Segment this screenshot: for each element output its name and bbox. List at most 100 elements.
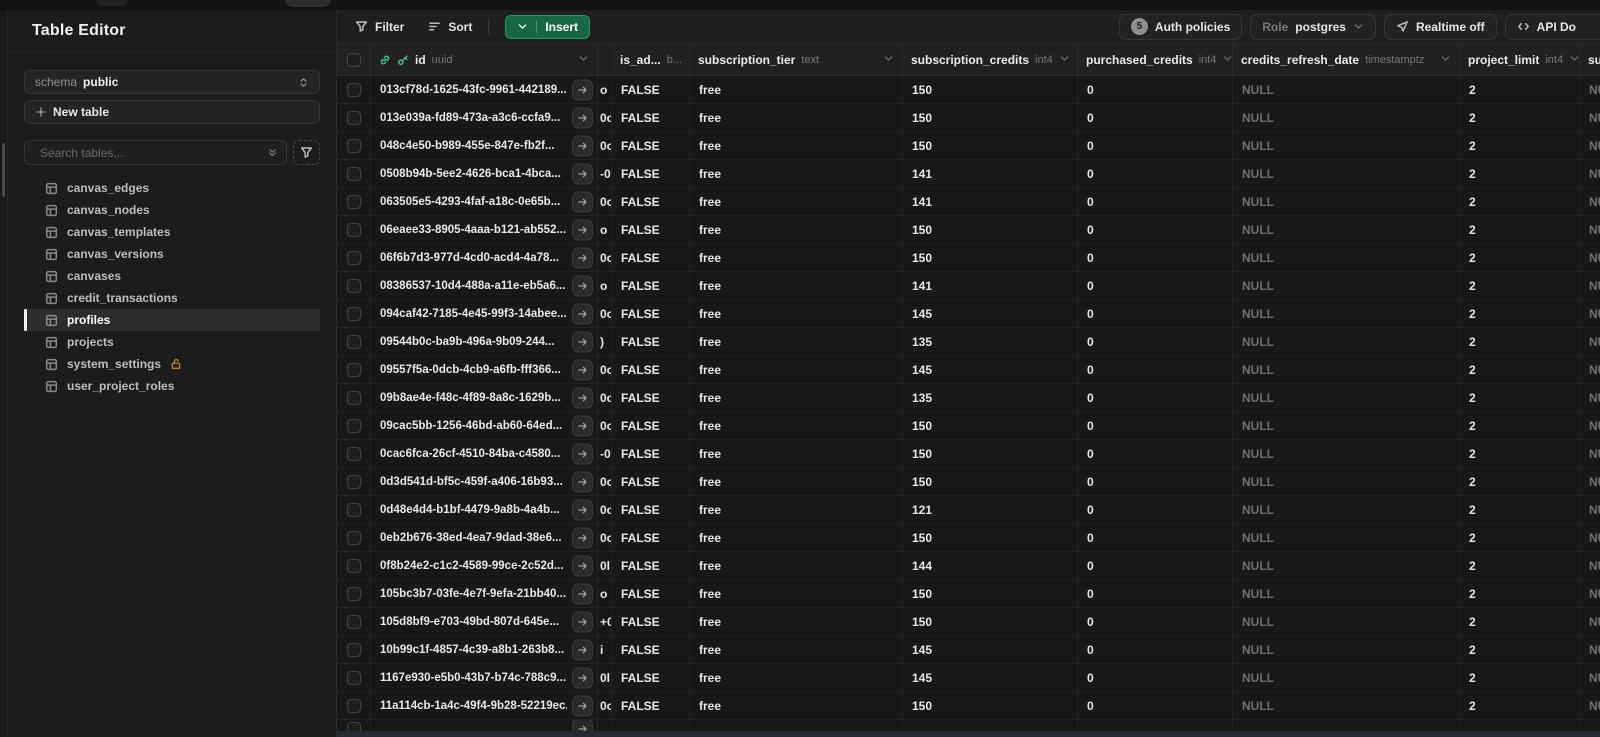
cell-select[interactable] <box>337 692 371 719</box>
cell-overflow-column[interactable]: NULL <box>1580 76 1600 103</box>
header-select-all-cell[interactable] <box>337 44 371 75</box>
row-checkbox[interactable] <box>346 698 361 713</box>
row-checkbox[interactable] <box>346 502 361 517</box>
cell-select[interactable] <box>337 664 371 691</box>
cell-subscription-credits[interactable]: 150 <box>903 468 1078 495</box>
cell-truncated-column[interactable]: 0c <box>598 524 612 551</box>
cell-overflow-column[interactable]: NULL <box>1580 552 1600 579</box>
expand-row-button[interactable] <box>572 303 593 324</box>
cell-truncated-column[interactable]: o <box>598 272 612 299</box>
cell-project-limit[interactable]: 2 <box>1460 608 1580 635</box>
cell-project-limit[interactable]: 2 <box>1460 412 1580 439</box>
column-header-id[interactable]: id uuid <box>371 44 598 75</box>
cell-select[interactable] <box>337 132 371 159</box>
cell-subscription-tier[interactable]: free <box>690 300 903 327</box>
sort-button[interactable]: Sort <box>428 20 472 34</box>
cell-subscription-tier[interactable]: free <box>690 636 903 663</box>
cell-truncated-column[interactable]: 0c <box>598 244 612 271</box>
cell-subscription-tier[interactable]: free <box>690 496 903 523</box>
expand-row-button[interactable] <box>572 415 593 436</box>
expand-row-button[interactable] <box>572 611 593 632</box>
cell-credits-refresh-date[interactable]: NULL <box>1233 440 1460 467</box>
cell-credits-refresh-date[interactable]: NULL <box>1233 160 1460 187</box>
schema-select[interactable]: schema public <box>24 70 320 94</box>
cell-credits-refresh-date[interactable]: NULL <box>1233 468 1460 495</box>
cell-subscription-credits[interactable]: 150 <box>903 412 1078 439</box>
cell-overflow-column[interactable]: NULL <box>1580 384 1600 411</box>
insert-button[interactable]: Insert <box>505 14 591 39</box>
cell-subscription-credits[interactable]: 145 <box>903 664 1078 691</box>
cell-is-admin[interactable]: FALSE <box>612 692 690 719</box>
cell-select[interactable] <box>337 300 371 327</box>
cell-credits-refresh-date[interactable]: NULL <box>1233 76 1460 103</box>
cell-project-limit[interactable]: 2 <box>1460 160 1580 187</box>
cell-purchased-credits[interactable]: 0 <box>1078 160 1233 187</box>
column-header-subscription_tier[interactable]: subscription_tier text <box>690 44 903 75</box>
cell-truncated-column[interactable]: 0c <box>598 104 612 131</box>
expand-row-button[interactable] <box>572 583 593 604</box>
cell-subscription-tier[interactable]: free <box>690 132 903 159</box>
cell-is-admin[interactable]: FALSE <box>612 244 690 271</box>
row-checkbox[interactable] <box>346 138 361 153</box>
expand-row-button[interactable] <box>572 107 593 128</box>
cell-credits-refresh-date[interactable]: NULL <box>1233 524 1460 551</box>
cell-id[interactable]: 013e039a-fd89-473a-a3c6-ccfa9... <box>371 104 598 131</box>
cell-purchased-credits[interactable]: 0 <box>1078 328 1233 355</box>
cell-overflow-column[interactable]: NULL <box>1580 664 1600 691</box>
cell-credits-refresh-date[interactable]: NULL <box>1233 664 1460 691</box>
cell-select[interactable] <box>337 76 371 103</box>
cell-id[interactable]: 1167e930-e5b0-43b7-b74c-788c9... <box>371 664 598 691</box>
cell-select[interactable] <box>337 496 371 523</box>
cell-truncated-column[interactable]: -0 <box>598 160 612 187</box>
expand-row-button[interactable] <box>572 191 593 212</box>
cell-subscription-credits[interactable]: 135 <box>903 328 1078 355</box>
row-checkbox[interactable] <box>346 558 361 573</box>
cell-overflow-column[interactable]: NULL <box>1580 524 1600 551</box>
row-checkbox[interactable] <box>346 586 361 601</box>
cell-overflow-column[interactable]: NULL <box>1580 272 1600 299</box>
cell-purchased-credits[interactable]: 0 <box>1078 104 1233 131</box>
cell-truncated-column[interactable]: o <box>598 216 612 243</box>
expand-row-button[interactable] <box>572 331 593 352</box>
cell-id[interactable]: 0eb2b676-38ed-4ea7-9dad-38e6... <box>371 524 598 551</box>
sidebar-item-canvas_templates[interactable]: canvas_templates <box>24 221 320 243</box>
cell-subscription-credits[interactable]: 150 <box>903 216 1078 243</box>
cell-is-admin[interactable]: FALSE <box>612 132 690 159</box>
cell-credits-refresh-date[interactable]: NULL <box>1233 608 1460 635</box>
cell-credits-refresh-date[interactable]: NULL <box>1233 272 1460 299</box>
sidebar-item-canvas_nodes[interactable]: canvas_nodes <box>24 199 320 221</box>
cell-purchased-credits[interactable]: 0 <box>1078 440 1233 467</box>
cell-subscription-credits[interactable]: 144 <box>903 552 1078 579</box>
cell-credits-refresh-date[interactable]: NULL <box>1233 132 1460 159</box>
cell-overflow-column[interactable]: NULL <box>1580 160 1600 187</box>
cell-subscription-tier[interactable]: free <box>690 692 903 719</box>
cell-truncated-column[interactable]: 0c <box>598 692 612 719</box>
cell-credits-refresh-date[interactable]: NULL <box>1233 216 1460 243</box>
cell-subscription-credits[interactable]: 150 <box>903 524 1078 551</box>
cell-truncated-column[interactable]: o <box>598 580 612 607</box>
cell-overflow-column[interactable]: NULL <box>1580 300 1600 327</box>
cell-subscription-tier[interactable]: free <box>690 552 903 579</box>
column-header-subscription_credits[interactable]: subscription_credits int4 <box>903 44 1078 75</box>
cell-subscription-tier[interactable]: free <box>690 328 903 355</box>
cell-credits-refresh-date[interactable]: NULL <box>1233 636 1460 663</box>
cell-project-limit[interactable]: 2 <box>1460 552 1580 579</box>
cell-subscription-tier[interactable]: free <box>690 440 903 467</box>
cell-is-admin[interactable]: FALSE <box>612 552 690 579</box>
cell-subscription-tier[interactable]: free <box>690 412 903 439</box>
cell-is-admin[interactable]: FALSE <box>612 328 690 355</box>
cell-id[interactable]: 0cac6fca-26cf-4510-84ba-c4580... <box>371 440 598 467</box>
cell-select[interactable] <box>337 412 371 439</box>
cell-select[interactable] <box>337 468 371 495</box>
row-checkbox[interactable] <box>346 390 361 405</box>
cell-select[interactable] <box>337 440 371 467</box>
cell-project-limit[interactable]: 2 <box>1460 76 1580 103</box>
cell-is-admin[interactable]: FALSE <box>612 412 690 439</box>
cell-is-admin[interactable]: FALSE <box>612 216 690 243</box>
cell-credits-refresh-date[interactable]: NULL <box>1233 496 1460 523</box>
cell-truncated-column[interactable]: 0l <box>598 664 612 691</box>
cell-purchased-credits[interactable]: 0 <box>1078 384 1233 411</box>
cell-truncated-column[interactable]: 0c <box>598 496 612 523</box>
cell-truncated-column[interactable]: +0 <box>598 608 612 635</box>
cell-select[interactable] <box>337 608 371 635</box>
